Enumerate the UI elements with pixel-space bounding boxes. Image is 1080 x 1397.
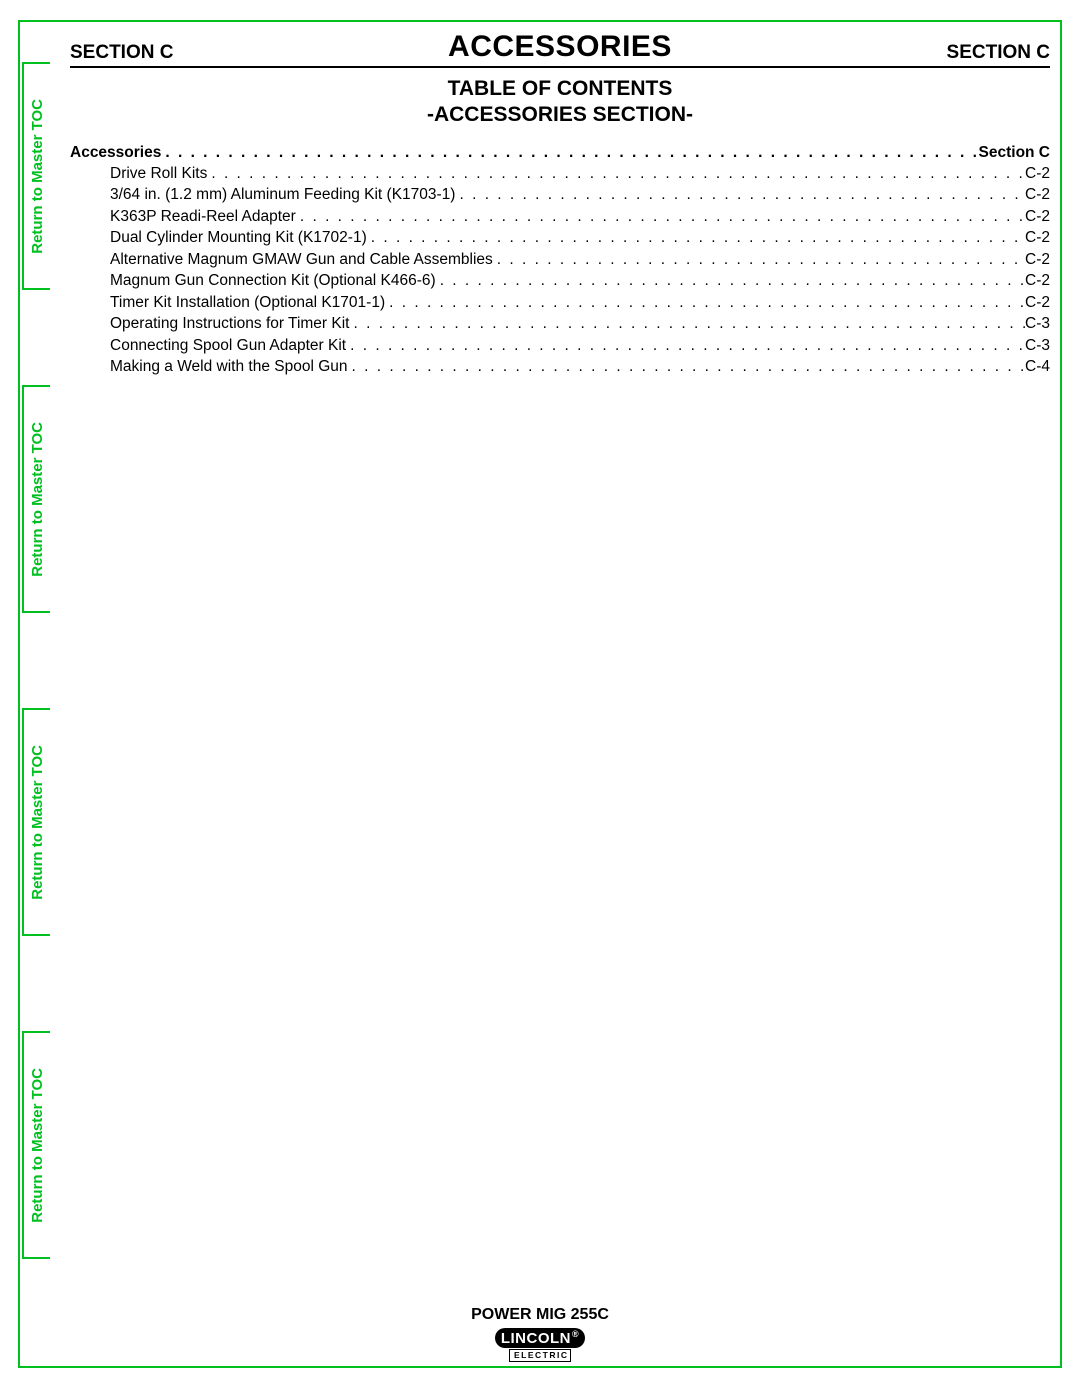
toc-row[interactable]: Connecting Spool Gun Adapter Kit. . . . … (70, 336, 1050, 356)
toc-entry-label: 3/64 in. (1.2 mm) Aluminum Feeding Kit (… (70, 185, 455, 205)
return-to-master-toc-tab[interactable]: Return to Master TOC (22, 1031, 50, 1259)
toc-entry-label: Connecting Spool Gun Adapter Kit (70, 336, 346, 356)
toc-entry-page: C-2 (1025, 250, 1050, 270)
content-area: SECTION C ACCESSORIES SECTION C TABLE OF… (70, 30, 1050, 378)
toc-row[interactable]: Alternative Magnum GMAW Gun and Cable As… (70, 250, 1050, 270)
toc-entry-page: C-2 (1025, 207, 1050, 227)
section-label-left: SECTION C (70, 42, 173, 64)
toc-entry-page: C-2 (1025, 228, 1050, 248)
toc-entry-label: Making a Weld with the Spool Gun (70, 357, 348, 377)
section-label-right: SECTION C (947, 42, 1050, 64)
subtitle-line-1: TABLE OF CONTENTS (70, 76, 1050, 102)
toc-entry-label: Drive Roll Kits (70, 164, 207, 184)
footer: POWER MIG 255C LINCOLN® ELECTRIC (0, 1306, 1080, 1363)
registered-icon: ® (572, 1329, 579, 1339)
return-to-master-toc-label: Return to Master TOC (29, 422, 46, 577)
toc-entry-label: Timer Kit Installation (Optional K1701-1… (70, 293, 385, 313)
return-to-master-toc-label: Return to Master TOC (29, 1068, 46, 1223)
toc-entry-page: C-3 (1025, 336, 1050, 356)
toc-leader-dots: . . . . . . . . . . . . . . . . . . . . … (367, 228, 1025, 248)
toc-entry-page: C-4 (1025, 357, 1050, 377)
toc-leader-dots: . . . . . . . . . . . . . . . . . . . . … (207, 164, 1025, 184)
toc-row[interactable]: Dual Cylinder Mounting Kit (K1702-1). . … (70, 228, 1050, 248)
toc-leader-dots: . . . . . . . . . . . . . . . . . . . . … (161, 143, 978, 163)
footer-model: POWER MIG 255C (0, 1306, 1080, 1324)
toc-leader-dots: . . . . . . . . . . . . . . . . . . . . … (385, 293, 1025, 313)
toc-leader-dots: . . . . . . . . . . . . . . . . . . . . … (436, 271, 1025, 291)
return-to-master-toc-label: Return to Master TOC (29, 99, 46, 254)
page-title: ACCESSORIES (448, 30, 672, 64)
toc-row[interactable]: Magnum Gun Connection Kit (Optional K466… (70, 271, 1050, 291)
toc-entry-page: C-2 (1025, 164, 1050, 184)
return-to-master-toc-label: Return to Master TOC (29, 745, 46, 900)
toc-entry-label: Dual Cylinder Mounting Kit (K1702-1) (70, 228, 367, 248)
return-to-master-toc-tab[interactable]: Return to Master TOC (22, 62, 50, 290)
toc-leader-dots: . . . . . . . . . . . . . . . . . . . . … (296, 207, 1025, 227)
table-of-contents: Accessories. . . . . . . . . . . . . . .… (70, 143, 1050, 378)
toc-entry-label: Alternative Magnum GMAW Gun and Cable As… (70, 250, 493, 270)
toc-row[interactable]: Timer Kit Installation (Optional K1701-1… (70, 293, 1050, 313)
return-to-master-toc-tab[interactable]: Return to Master TOC (22, 708, 50, 936)
toc-entry-page: C-3 (1025, 314, 1050, 334)
toc-row[interactable]: 3/64 in. (1.2 mm) Aluminum Feeding Kit (… (70, 185, 1050, 205)
toc-entry-label: Magnum Gun Connection Kit (Optional K466… (70, 271, 436, 291)
footer-logo: LINCOLN® ELECTRIC (495, 1328, 585, 1362)
toc-row[interactable]: K363P Readi-Reel Adapter. . . . . . . . … (70, 207, 1050, 227)
toc-row[interactable]: Accessories. . . . . . . . . . . . . . .… (70, 143, 1050, 163)
toc-entry-page: Section C (979, 143, 1050, 163)
toc-row[interactable]: Operating Instructions for Timer Kit. . … (70, 314, 1050, 334)
toc-entry-label: Accessories (70, 143, 161, 163)
toc-leader-dots: . . . . . . . . . . . . . . . . . . . . … (455, 185, 1025, 205)
header-row: SECTION C ACCESSORIES SECTION C (70, 30, 1050, 68)
logo-brand-bottom: ELECTRIC (509, 1349, 571, 1362)
toc-entry-page: C-2 (1025, 271, 1050, 291)
toc-entry-label: Operating Instructions for Timer Kit (70, 314, 349, 334)
toc-row[interactable]: Drive Roll Kits. . . . . . . . . . . . .… (70, 164, 1050, 184)
logo-brand-top: LINCOLN® (495, 1328, 585, 1348)
toc-entry-page: C-2 (1025, 293, 1050, 313)
toc-leader-dots: . . . . . . . . . . . . . . . . . . . . … (493, 250, 1025, 270)
logo-brand-name: LINCOLN (501, 1330, 571, 1347)
subtitle-line-2: -ACCESSORIES SECTION- (70, 102, 1050, 128)
toc-leader-dots: . . . . . . . . . . . . . . . . . . . . … (346, 336, 1025, 356)
sidebar-tabs: Return to Master TOC Return to Master TOC… (22, 20, 50, 1368)
toc-row[interactable]: Making a Weld with the Spool Gun. . . . … (70, 357, 1050, 377)
toc-entry-page: C-2 (1025, 185, 1050, 205)
return-to-master-toc-tab[interactable]: Return to Master TOC (22, 385, 50, 613)
toc-leader-dots: . . . . . . . . . . . . . . . . . . . . … (349, 314, 1025, 334)
toc-entry-label: K363P Readi-Reel Adapter (70, 207, 296, 227)
subtitle-block: TABLE OF CONTENTS -ACCESSORIES SECTION- (70, 76, 1050, 129)
toc-leader-dots: . . . . . . . . . . . . . . . . . . . . … (348, 357, 1026, 377)
